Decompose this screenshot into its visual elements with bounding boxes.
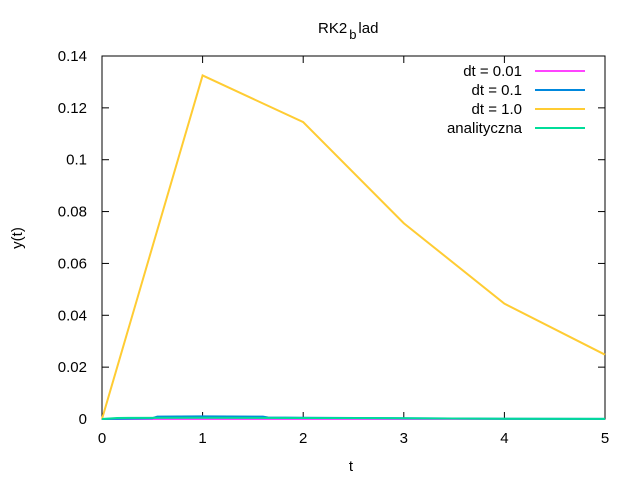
chart-title: RK2 b lad [318,20,378,42]
x-axis: 0 1 2 3 4 5 [98,56,609,447]
plot-frame [101,55,606,420]
y-tick-label: 0.02 [58,359,87,376]
series-layer [101,74,606,420]
y-tick-label: 0.14 [58,48,87,65]
x-tick-label: 5 [601,430,609,447]
legend: dt = 0.01 dt = 0.1 dt = 1.0 analityczna [447,63,585,137]
series-line-3 [101,74,606,420]
y-tick-label: 0.06 [58,255,87,272]
y-tick-label: 0.08 [58,204,87,221]
chart-title-rest: lad [358,20,378,37]
y-tick-label: 0.1 [66,152,87,169]
x-tick-label: 4 [500,430,508,447]
legend-label: dt = 0.01 [463,63,522,80]
x-tick-label: 0 [98,430,106,447]
x-tick-label: 2 [299,430,307,447]
x-tick-label: 1 [198,430,206,447]
y-tick-label: 0.12 [58,100,87,117]
y-axis: 0 0.02 0.04 0.06 0.08 0.1 0.12 0.14 [58,48,605,428]
series-line-4 [101,416,606,420]
x-axis-label: t [349,458,354,475]
legend-label: analityczna [447,120,523,137]
legend-label: dt = 1.0 [472,101,522,118]
y-axis-label: y(t) [9,227,26,249]
chart-title-sub: b [349,27,356,42]
x-tick-label: 3 [400,430,408,447]
legend-label: dt = 0.1 [472,82,522,99]
chart-title-main: RK2 [318,20,347,37]
y-tick-label: 0.04 [58,307,87,324]
y-tick-label: 0 [79,411,87,428]
